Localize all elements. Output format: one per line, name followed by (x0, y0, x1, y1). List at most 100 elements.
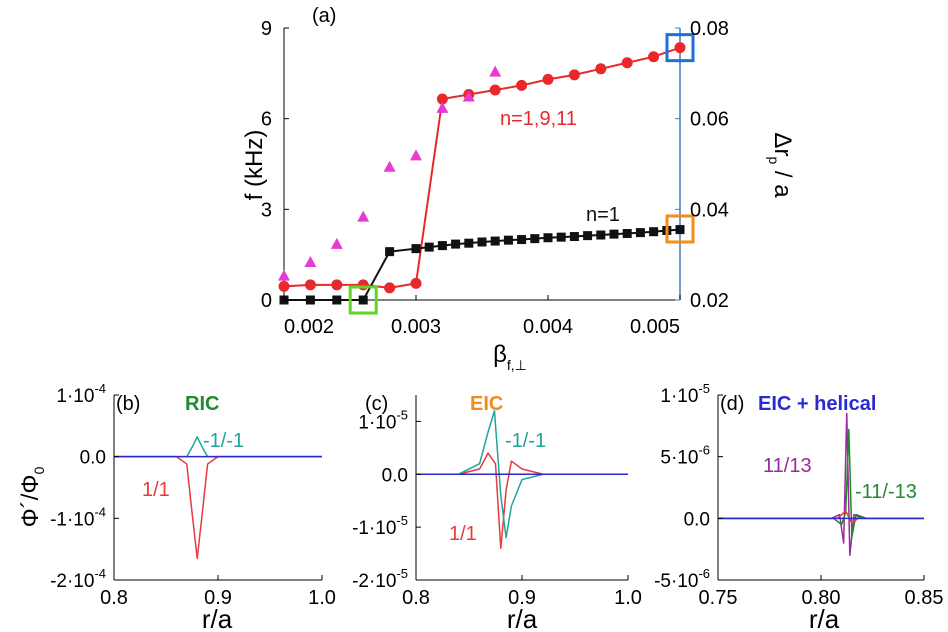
panel-d-xlabel: r/a (809, 604, 840, 632)
helical-marker (665, 33, 695, 63)
point-Δr_p / a (278, 269, 290, 281)
panel-a-ytick-label: 0 (261, 290, 272, 312)
point-n=1,9,11 (357, 279, 369, 291)
point-n=1 (583, 231, 593, 241)
panel-d-x-ticks: 0.75 0.80 0.85 (699, 575, 944, 609)
eic-marker (665, 214, 695, 244)
panel-d-xtick-label: 0.75 (699, 587, 738, 609)
point-n=1,9,11 (489, 84, 501, 96)
point-n=1 (530, 234, 540, 244)
point-Δr_p / a (436, 101, 449, 113)
panel-a-ytick-right-label: 0.06 (690, 109, 729, 131)
panel-b-label: (b) (116, 393, 140, 415)
point-n=1 (517, 235, 527, 245)
point-n=1 (437, 241, 447, 251)
panel-a-xtick-label: 0.005 (630, 316, 680, 338)
panel-b-title: RIC (185, 393, 219, 415)
panel-b-xtick-label: 1.0 (308, 587, 336, 609)
point-Δr_p / a (304, 255, 317, 267)
series-line-c-1/1 (416, 452, 628, 550)
panel-a-ytick-label: 6 (261, 109, 272, 131)
panel-c-x-ticks: 0.8 0.9 1.0 (402, 575, 642, 609)
point-n=1 (424, 242, 434, 252)
point-Δr_p / a (383, 160, 396, 172)
panel-b-ytick-label: 1·10-4 (56, 381, 106, 407)
point-n=1 (332, 295, 342, 305)
point-n=1 (543, 233, 553, 243)
panel-b-x-ticks: 0.8 0.9 1.0 (100, 575, 336, 609)
panel-d-ytick-label: 0.0 (684, 509, 710, 530)
series-line-d--11/-13 (718, 428, 924, 538)
point-n=1,9,11 (304, 279, 316, 291)
point-n=1,9,11 (595, 63, 607, 75)
annotation-b-1-1: 1/1 (142, 479, 170, 501)
panel-c-xtick-label: 1.0 (614, 587, 642, 609)
point-n=1 (503, 235, 513, 245)
point-n=1,9,11 (648, 51, 660, 63)
panel-d-y-ticks: 1·10-5 5·10-6 0.0 -5·10-6 (654, 381, 723, 592)
point-Δr_p / a (357, 210, 370, 222)
panel-c-xtick-label: 0.9 (508, 587, 536, 609)
point-n=1,9,11 (516, 79, 528, 91)
panel-a-ylabel: f (kHz) (241, 130, 268, 201)
panel-d-xtick-label: 0.80 (802, 587, 841, 609)
panel-a-xtick-label: 0.004 (523, 316, 573, 338)
panel-a-label: (a) (312, 5, 336, 27)
point-n=1 (649, 227, 659, 237)
series-line-b-1/1 (114, 455, 322, 560)
panel-a-ytick-right-label: 0.04 (690, 199, 729, 221)
panel-b-xtick-label: 0.9 (204, 587, 232, 609)
panel-c: (c) EIC 0.8 0.9 1.0 1·10-5 0.0 -1·10-5 -2·10-… (352, 393, 642, 632)
panel-a-xtick-label: 0.003 (391, 316, 441, 338)
panel-a-ytick-right-label: 0.02 (690, 290, 729, 312)
point-n=1,9,11 (410, 277, 422, 289)
point-n=1 (451, 239, 461, 249)
point-Δr_p / a (330, 237, 343, 249)
series-line-d-red (718, 510, 924, 525)
annotation-c-m1-m1: -1/-1 (505, 430, 546, 452)
point-n=1,9,11 (331, 279, 343, 291)
point-n=1,9,11 (542, 73, 554, 85)
panel-a-x-ticks: 0.002 0.003 0.004 0.005 (283, 295, 681, 338)
panel-a-xlabel: βf,⊥ (493, 341, 527, 373)
series-line-c--1/-1 (416, 410, 628, 539)
point-Δr_p / a (489, 65, 502, 77)
panel-a-ytick-label: 9 (261, 18, 272, 40)
point-Δr_p / a (410, 149, 422, 161)
annotation-b-m1-m1: -1/-1 (203, 430, 244, 452)
annotation-d-m11-m13: -11/-13 (855, 481, 917, 503)
panel-a-plot (278, 28, 695, 315)
panel-d-title: EIC + helical (758, 393, 876, 415)
point-n=1 (609, 229, 619, 239)
panel-b-xlabel: r/a (202, 604, 233, 632)
panel-b-ytick-label: -1·10-4 (50, 504, 106, 530)
annotation-d-11-13: 11/13 (763, 455, 812, 477)
panel-b-ytick-label: 0.0 (80, 448, 106, 469)
panel-b-plot (113, 395, 322, 581)
panel-b-ytick-label: -2·10-4 (50, 566, 106, 592)
point-n=1 (556, 232, 566, 242)
panel-a-y-ticks: 0 3 6 9 (261, 18, 289, 312)
panel-b-xtick-label: 0.8 (100, 587, 128, 609)
point-n=1 (358, 295, 368, 305)
point-n=1 (569, 232, 579, 242)
panel-d: (d) EIC + helical 0.75 0.80 0.85 1·10-5 5·1… (654, 381, 943, 632)
panel-b-y-ticks: 1·10-4 0.0 -1·10-4 -2·10-4 (50, 381, 119, 592)
panel-c-plot (415, 395, 628, 581)
point-n=1 (675, 225, 685, 235)
panel-c-ytick-label: 0.0 (382, 465, 408, 486)
point-n=1 (490, 236, 500, 246)
panel-b-ylabel: Φ´/Φ0 (17, 466, 47, 527)
panel-a-y-ticks-right: 0.02 0.04 0.06 0.08 (675, 18, 729, 312)
point-n=1,9,11 (436, 93, 448, 105)
point-n=1 (596, 230, 606, 240)
panel-d-xtick-label: 0.85 (905, 587, 944, 609)
panel-c-xlabel: r/a (507, 604, 538, 632)
annotation-c-1-1: 1/1 (449, 523, 477, 545)
point-n=1 (477, 237, 487, 247)
annotation-n1: n=1 (586, 204, 620, 226)
point-Δr_p / a (462, 90, 475, 102)
panel-a-ytick-label: 3 (261, 199, 272, 221)
